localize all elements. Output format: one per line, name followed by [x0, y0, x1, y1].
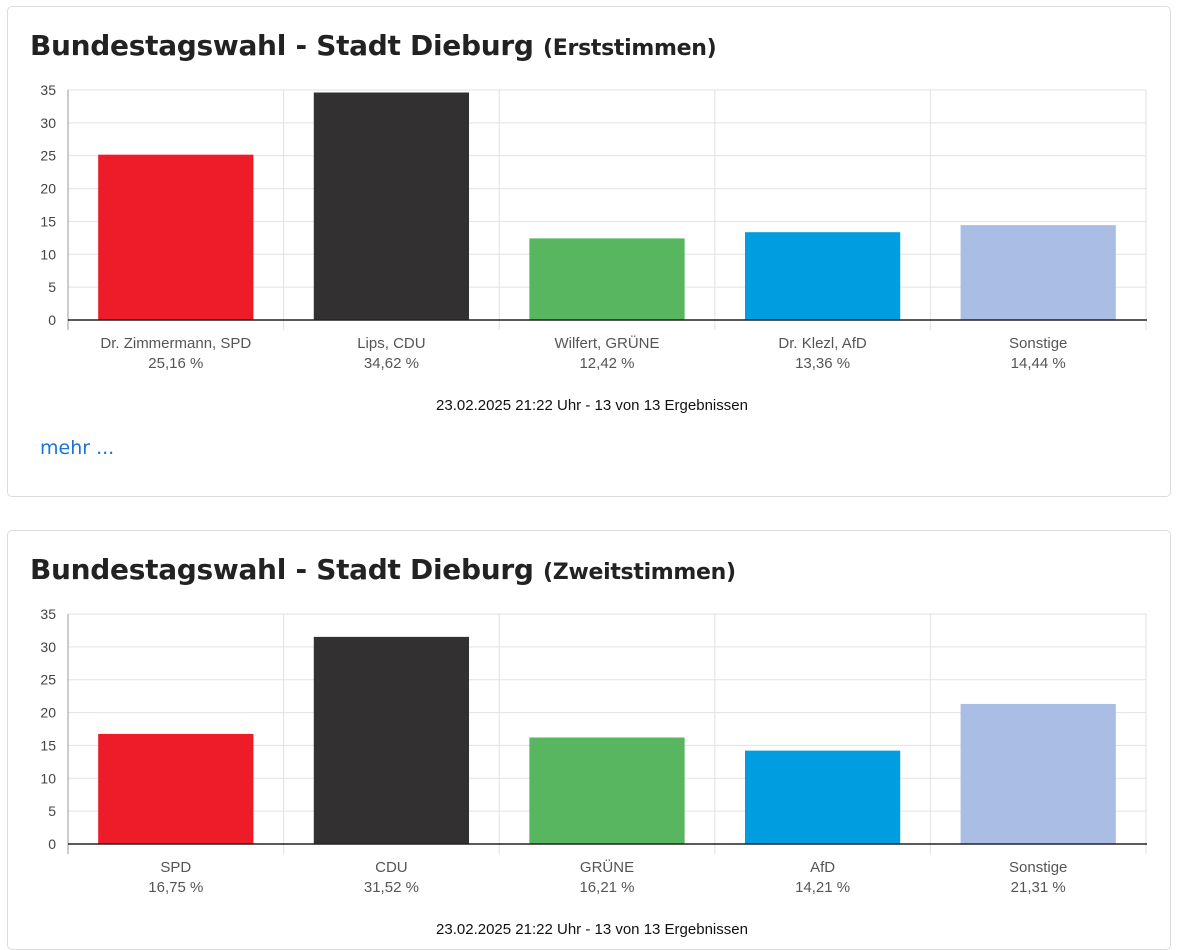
- category-label: Dr. Klezl, AfD: [778, 335, 867, 352]
- bar: [744, 750, 901, 844]
- zweitstimmen-card: Bundestagswahl - Stadt Dieburg (Zweitsti…: [7, 530, 1171, 950]
- bar: [313, 636, 470, 844]
- y-tick-label: 10: [40, 770, 56, 786]
- bar: [529, 737, 685, 844]
- value-label: 12,42 %: [579, 355, 634, 372]
- title-main: Bundestagswahl - Stadt Dieburg: [30, 553, 534, 586]
- value-label: 13,36 %: [795, 355, 850, 372]
- title-sub: (Zweitstimmen): [543, 560, 736, 585]
- value-label: 16,21 %: [579, 879, 634, 896]
- bar: [744, 232, 901, 320]
- category-label: GRÜNE: [580, 858, 634, 876]
- bar: [98, 154, 254, 320]
- y-tick-label: 15: [40, 737, 56, 753]
- category-label: Dr. Zimmermann, SPD: [100, 335, 251, 352]
- category-label: Lips, CDU: [357, 335, 425, 352]
- erststimmen-bar-chart: 0 5 10 15 20 25 30 35 Dr. Zimmermann, SPD 25,16 %…: [40, 82, 1147, 414]
- bar: [960, 703, 1116, 844]
- y-tick-label: 25: [40, 672, 56, 688]
- y-tick-label: 30: [40, 639, 56, 655]
- category-label: CDU: [375, 859, 408, 876]
- more-link[interactable]: mehr ...: [40, 437, 115, 459]
- value-label: 14,44 %: [1011, 355, 1066, 372]
- title-main: Bundestagswahl - Stadt Dieburg: [30, 29, 534, 62]
- y-tick-label: 35: [40, 82, 56, 98]
- bar: [98, 733, 254, 844]
- bar: [960, 225, 1116, 320]
- y-tick-label: 20: [40, 705, 56, 721]
- y-tick-label: 15: [40, 213, 56, 229]
- title-sub: (Erststimmen): [543, 36, 717, 61]
- y-tick-label: 0: [48, 312, 56, 328]
- y-tick-label: 10: [40, 246, 56, 262]
- value-label: 25,16 %: [148, 355, 203, 372]
- category-label: AfD: [810, 859, 835, 876]
- zweitstimmen-bar-chart: 0 5 10 15 20 25 30 35 SPD 16,75 % CDU 31,52 % GRÜNE 1…: [40, 606, 1147, 938]
- value-label: 34,62 %: [364, 355, 419, 372]
- y-tick-label: 30: [40, 115, 56, 131]
- y-tick-label: 20: [40, 181, 56, 197]
- y-tick-label: 5: [48, 803, 56, 819]
- bar: [313, 92, 470, 320]
- bar: [529, 238, 685, 320]
- y-tick-label: 5: [48, 279, 56, 295]
- erststimmen-card: Bundestagswahl - Stadt Dieburg (Erststim…: [7, 6, 1171, 497]
- value-label: 14,21 %: [795, 879, 850, 896]
- value-label: 16,75 %: [148, 879, 203, 896]
- category-label: Sonstige: [1009, 335, 1067, 352]
- category-label: SPD: [160, 859, 191, 876]
- card-title: Bundestagswahl - Stadt Dieburg (Zweitsti…: [30, 553, 736, 586]
- category-label: Wilfert, GRÜNE: [555, 334, 660, 352]
- category-label: Sonstige: [1009, 859, 1067, 876]
- chart-footer: 23.02.2025 21:22 Uhr - 13 von 13 Ergebni…: [436, 397, 748, 414]
- value-label: 21,31 %: [1011, 879, 1066, 896]
- card-title: Bundestagswahl - Stadt Dieburg (Erststim…: [30, 29, 717, 62]
- y-tick-label: 35: [40, 606, 56, 622]
- y-tick-label: 0: [48, 836, 56, 852]
- y-tick-label: 25: [40, 148, 56, 164]
- chart-footer: 23.02.2025 21:22 Uhr - 13 von 13 Ergebni…: [436, 921, 748, 938]
- value-label: 31,52 %: [364, 879, 419, 896]
